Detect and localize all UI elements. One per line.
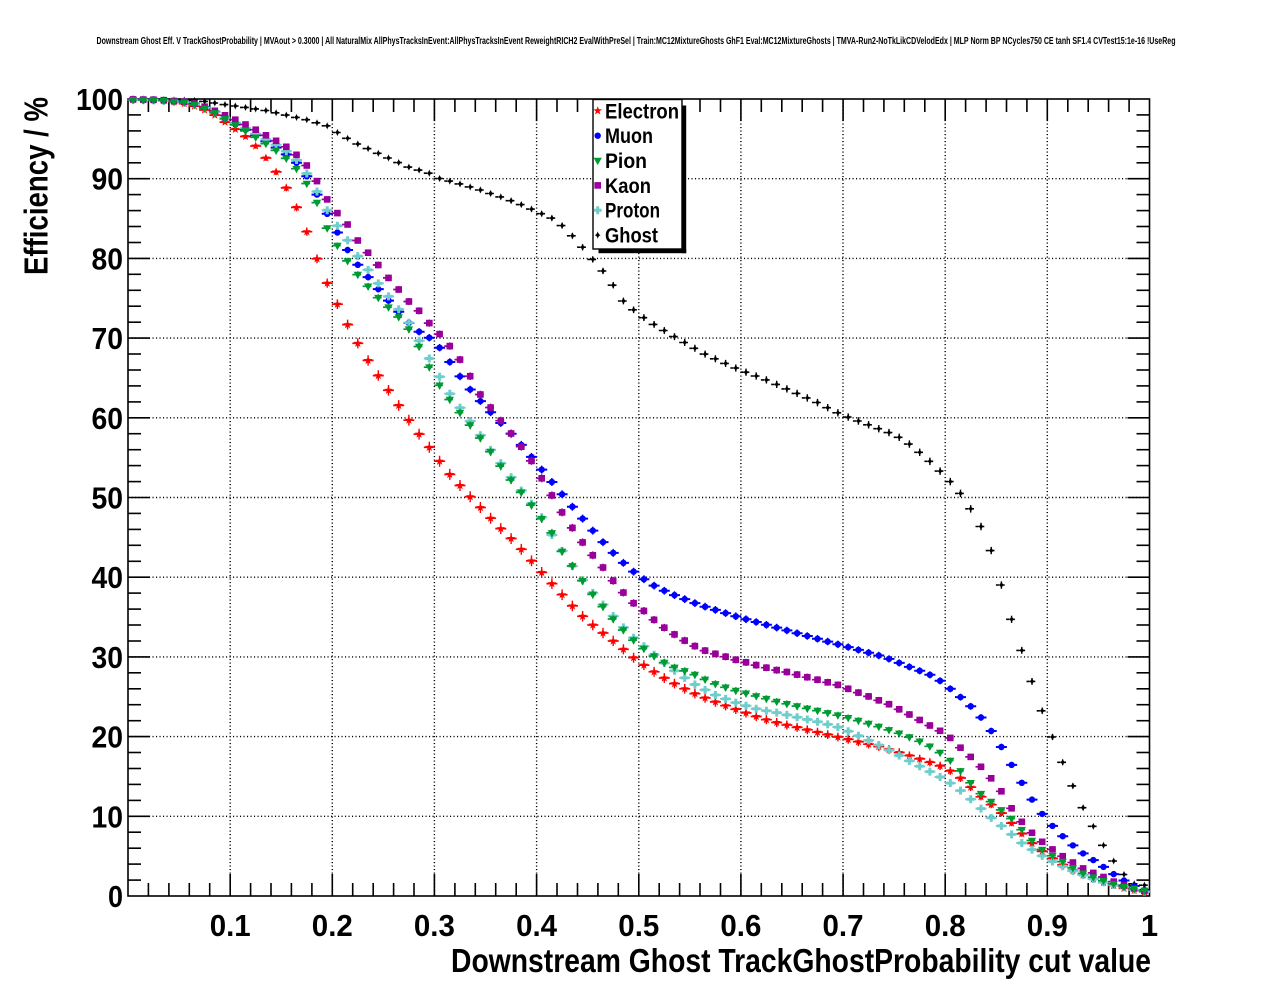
svg-text:Muon: Muon [605, 125, 653, 148]
svg-text:Kaon: Kaon [605, 175, 651, 198]
svg-text:Proton: Proton [605, 200, 660, 223]
svg-text:0.6: 0.6 [720, 908, 761, 943]
svg-text:0.2: 0.2 [312, 908, 353, 943]
svg-text:80: 80 [92, 241, 124, 276]
svg-text:30: 30 [92, 640, 124, 675]
svg-text:0.9: 0.9 [1027, 908, 1068, 943]
svg-text:Electron: Electron [605, 100, 679, 123]
svg-text:0: 0 [108, 879, 123, 914]
svg-text:Downstream Ghost Eff. V TrackG: Downstream Ghost Eff. V TrackGhostProbab… [97, 36, 1176, 47]
svg-text:0.7: 0.7 [823, 908, 864, 943]
svg-text:1: 1 [1141, 908, 1158, 943]
svg-text:0.1: 0.1 [210, 908, 251, 943]
svg-text:0.8: 0.8 [925, 908, 966, 943]
svg-text:70: 70 [92, 321, 124, 356]
svg-text:50: 50 [92, 481, 124, 516]
svg-text:90: 90 [92, 162, 124, 197]
svg-text:40: 40 [92, 560, 124, 595]
svg-text:Ghost: Ghost [605, 225, 658, 248]
svg-text:100: 100 [76, 82, 123, 117]
svg-text:0.3: 0.3 [414, 908, 455, 943]
svg-text:0.5: 0.5 [618, 908, 659, 943]
svg-text:10: 10 [92, 799, 124, 834]
svg-text:Pion: Pion [605, 150, 647, 173]
svg-text:0.4: 0.4 [516, 908, 558, 943]
svg-text:Downstream Ghost TrackGhostPro: Downstream Ghost TrackGhostProbability c… [451, 942, 1151, 979]
svg-text:Efficiency / %: Efficiency / % [18, 97, 55, 275]
svg-text:60: 60 [92, 401, 124, 436]
svg-text:20: 20 [92, 720, 124, 755]
